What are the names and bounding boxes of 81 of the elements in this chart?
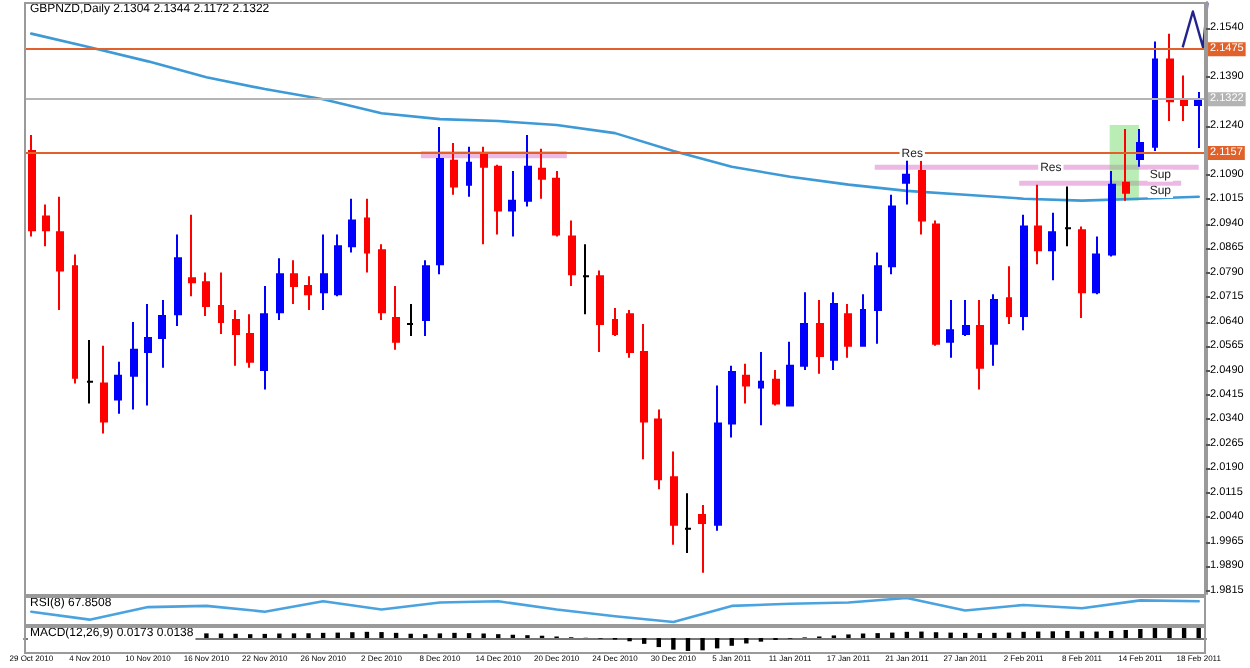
candlestick xyxy=(932,219,940,347)
candlestick xyxy=(654,408,662,491)
candlestick xyxy=(538,147,546,200)
candlestick xyxy=(202,271,210,318)
candlestick xyxy=(508,169,516,238)
candlestick xyxy=(392,285,400,351)
candlestick xyxy=(1064,185,1072,248)
candlestick xyxy=(232,308,240,367)
candlestick xyxy=(320,233,328,311)
candlestick xyxy=(888,193,896,276)
candlestick xyxy=(918,159,926,236)
candlestick xyxy=(1152,40,1158,153)
candlestick xyxy=(1006,265,1012,325)
candlestick xyxy=(348,197,356,254)
candlestick xyxy=(742,362,750,405)
candlestick xyxy=(800,291,808,371)
candlestick xyxy=(728,364,736,439)
candlestick xyxy=(962,299,970,337)
candlestick xyxy=(860,293,866,347)
candlestick xyxy=(480,145,488,246)
candlestick xyxy=(144,303,152,407)
candlestick xyxy=(436,125,444,276)
candlestick xyxy=(1048,211,1056,282)
candlestick xyxy=(524,134,532,208)
candlestick xyxy=(1020,213,1028,332)
candlestick xyxy=(1166,32,1174,123)
candlestick xyxy=(422,259,430,337)
candlestick xyxy=(612,306,618,337)
candlestick xyxy=(946,299,954,359)
candlestick xyxy=(364,197,370,274)
candlestick xyxy=(976,299,984,391)
candlestick xyxy=(1122,127,1130,202)
candlestick xyxy=(378,243,386,322)
candlestick xyxy=(466,145,472,198)
candlestick xyxy=(114,360,122,415)
candlestick xyxy=(290,259,298,306)
candlestick xyxy=(1180,74,1188,123)
candlestick xyxy=(684,492,692,554)
candlestick xyxy=(304,275,312,311)
candlestick xyxy=(714,384,722,532)
candlestick xyxy=(582,243,590,316)
candlestick xyxy=(130,320,138,411)
candlestick xyxy=(640,322,648,461)
candlestick xyxy=(698,503,706,574)
candlestick xyxy=(786,340,794,407)
candlestick xyxy=(218,271,224,336)
candlestick xyxy=(28,134,36,238)
candlestick xyxy=(86,338,94,405)
candlestick xyxy=(494,163,502,236)
candlestick xyxy=(772,368,780,407)
candlestick xyxy=(1034,183,1042,266)
candlestick xyxy=(844,303,852,359)
candlestick xyxy=(450,141,458,196)
candlestick xyxy=(1092,235,1100,296)
candlestick xyxy=(670,450,678,546)
candlestick xyxy=(596,269,604,353)
candlestick xyxy=(874,251,882,345)
candlestick xyxy=(1194,91,1202,150)
candlestick xyxy=(334,233,342,298)
candlestick xyxy=(276,257,284,322)
candlestick xyxy=(56,195,64,311)
candlestick xyxy=(816,299,824,375)
candlestick xyxy=(830,291,838,371)
candlestick xyxy=(42,203,50,248)
candlestick xyxy=(174,233,182,327)
candlestick xyxy=(158,299,166,369)
candlestick xyxy=(246,313,254,369)
candlestick xyxy=(990,293,998,367)
candlestick xyxy=(758,350,764,427)
candlestick xyxy=(406,303,414,337)
line-series xyxy=(30,32,1200,202)
candlestick xyxy=(1078,225,1086,320)
candlestick xyxy=(1136,127,1144,168)
candlestick xyxy=(188,213,196,298)
candlestick xyxy=(552,169,560,238)
candlestick xyxy=(1108,169,1116,258)
candlestick xyxy=(100,344,108,435)
candlestick xyxy=(626,308,634,359)
candlestick xyxy=(568,219,576,288)
candlestick xyxy=(72,253,78,385)
candlestick xyxy=(260,285,268,391)
